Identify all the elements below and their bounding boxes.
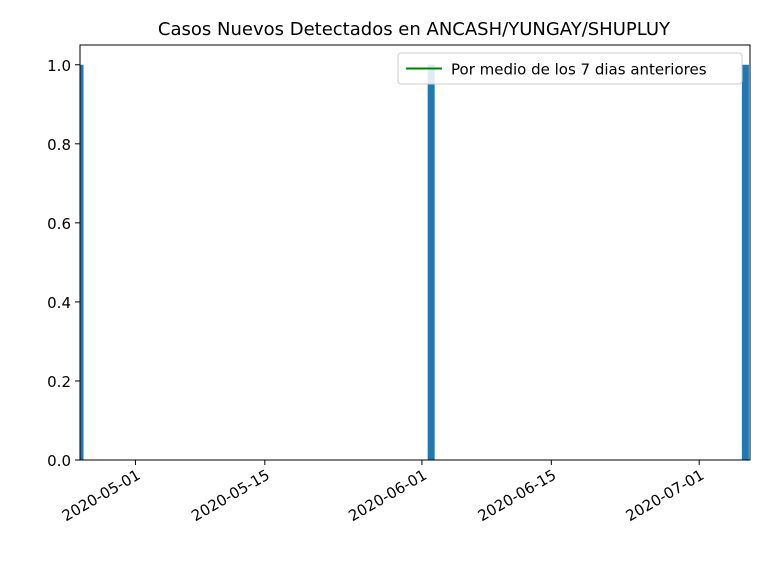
legend: Por medio de los 7 dias anteriores xyxy=(397,52,743,85)
bar-2020-06-02 xyxy=(427,64,435,460)
y-tick-label: 0.6 xyxy=(47,215,71,233)
y-tick-label: 0.0 xyxy=(47,452,71,470)
bar-2020-07-06 xyxy=(741,64,749,460)
y-tick-label: 0.4 xyxy=(47,294,71,312)
y-tick-label: 0.2 xyxy=(47,373,71,391)
bar-2020-04-25 xyxy=(80,64,84,460)
plot-frame xyxy=(79,44,751,461)
legend-box xyxy=(397,52,743,85)
legend-label: Por medio de los 7 dias anteriores xyxy=(451,61,707,79)
y-tick-label: 1.0 xyxy=(47,57,71,75)
chart-title: Casos Nuevos Detectados en ANCASH/YUNGAY… xyxy=(158,19,671,40)
plot-bars xyxy=(80,64,749,460)
y-tick-label: 0.8 xyxy=(47,136,71,154)
